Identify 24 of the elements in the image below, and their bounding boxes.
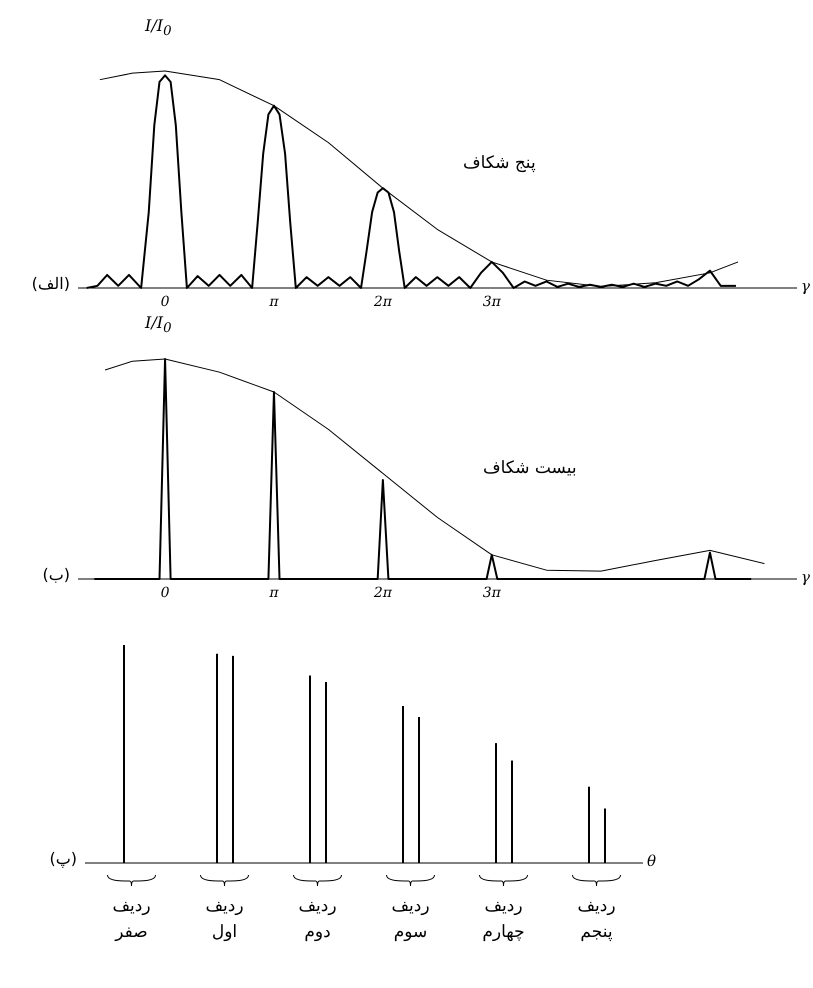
x-tick-label: π — [268, 584, 280, 601]
annotation: بیست شکاف — [483, 458, 577, 478]
x-tick-label: ردیف صفر — [112, 896, 151, 942]
text: (پ) — [48, 849, 77, 868]
x-tick-label: ردیف اول — [205, 896, 244, 942]
x-tick-label: ردیف پنجم — [577, 896, 616, 942]
x-tick-label: ردیف چهارم — [482, 896, 525, 942]
x-tick-label: 3π — [482, 294, 502, 310]
x-axis-title: γ — [801, 568, 810, 586]
annotation: پنج شکاف — [463, 153, 536, 173]
x-tick-label: 3π — [482, 584, 502, 601]
text: (الف) — [30, 274, 70, 293]
x-tick-label: 2π — [372, 584, 393, 601]
x-tick-label: 0 — [160, 294, 170, 310]
y-axis-title: I/I$_{0}$ — [145, 16, 172, 40]
y-axis-title: I/I$_{0}$ — [145, 313, 172, 336]
text: (ب) — [41, 565, 70, 584]
x-axis-title: γ — [801, 277, 810, 295]
x-tick-label: π — [268, 294, 280, 310]
x-axis-title: θ — [647, 852, 656, 870]
x-tick-label: 0 — [160, 584, 170, 601]
x-tick-label: ردیف دوم — [298, 896, 337, 942]
x-tick-label: 2π — [372, 294, 393, 310]
x-tick-label: ردیف سوم — [391, 896, 430, 942]
